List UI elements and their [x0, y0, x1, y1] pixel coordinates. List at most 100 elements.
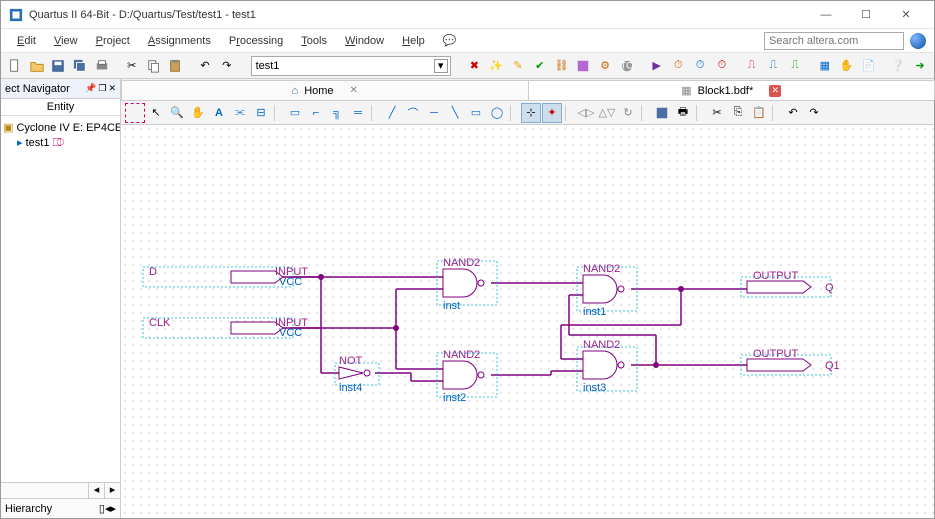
- tool-wand-icon[interactable]: ✨: [486, 56, 506, 76]
- cut-icon[interactable]: ✂: [122, 56, 142, 76]
- scroll-right-icon[interactable]: ▸: [104, 483, 120, 498]
- help-icon[interactable]: 💬: [435, 32, 465, 49]
- bus-icon[interactable]: ╗: [327, 103, 347, 123]
- footer-icons[interactable]: ▯◂▸: [99, 502, 116, 515]
- paste-icon[interactable]: [165, 56, 185, 76]
- tool-hand-icon[interactable]: ✋: [837, 56, 857, 76]
- menu-view[interactable]: View: [46, 33, 86, 49]
- oval-icon[interactable]: ◯: [487, 103, 507, 123]
- menu-assignments[interactable]: Assignments: [140, 33, 219, 49]
- globe-icon[interactable]: [910, 33, 926, 49]
- symbol-icon[interactable]: ⫘: [230, 103, 250, 123]
- save-icon[interactable]: [49, 56, 69, 76]
- svg-text:NAND2: NAND2: [443, 257, 480, 269]
- open-file-icon[interactable]: [27, 56, 47, 76]
- arc-icon[interactable]: ⌒: [403, 103, 423, 123]
- tab-home-close-icon[interactable]: ✕: [350, 85, 358, 96]
- flip-h-icon[interactable]: ◁▷: [576, 103, 596, 123]
- navigator-title: ect Navigator: [5, 83, 70, 95]
- tool-pencil-icon[interactable]: ✎: [508, 56, 528, 76]
- tab-home[interactable]: ⌂ Home ✕: [121, 80, 529, 100]
- tool-compile-icon[interactable]: [573, 56, 593, 76]
- save2-icon[interactable]: [652, 103, 672, 123]
- select-area-icon[interactable]: [125, 103, 145, 123]
- text-icon[interactable]: A: [209, 103, 229, 123]
- svg-text:NAND2: NAND2: [443, 349, 480, 361]
- paste2-icon[interactable]: 📋: [749, 103, 769, 123]
- partial-line-icon[interactable]: ✦: [542, 103, 562, 123]
- pin-icon[interactable]: 📌: [85, 83, 96, 94]
- root-entity-node[interactable]: ▸ test1 ⎄: [3, 135, 118, 151]
- pointer-icon[interactable]: ↖: [146, 103, 166, 123]
- menu-processing[interactable]: Processing: [221, 33, 291, 49]
- home-icon: ⌂: [292, 85, 299, 97]
- svg-text:inst3: inst3: [583, 382, 606, 394]
- copy-icon[interactable]: [144, 56, 164, 76]
- menu-help[interactable]: Help: [394, 33, 433, 49]
- pan-icon[interactable]: ✋: [188, 103, 208, 123]
- tool-help-icon[interactable]: ❔: [888, 56, 908, 76]
- wire-icon[interactable]: ⌐: [306, 103, 326, 123]
- device-node[interactable]: ▣ Cyclone IV E: EP4CE30F: [3, 120, 118, 135]
- svg-text:VCC: VCC: [279, 327, 302, 339]
- dock-icon[interactable]: ❐: [98, 83, 106, 94]
- undo2-icon[interactable]: ↶: [783, 103, 803, 123]
- print-icon[interactable]: [92, 56, 112, 76]
- tool-check-icon[interactable]: ✔: [530, 56, 550, 76]
- copy2-icon[interactable]: ⎘: [728, 103, 748, 123]
- rubber-band-icon[interactable]: ⊹: [521, 103, 541, 123]
- zoom-icon[interactable]: 🔍: [167, 103, 187, 123]
- editor-area: ⌂ Home ✕ ▦ Block1.bdf* ✕ ↖ 🔍 ✋ A ⫘ ⊟ ▭ ⌐…: [121, 79, 934, 518]
- scroll-left-icon[interactable]: ◂: [88, 483, 104, 498]
- rotate-icon[interactable]: ↻: [618, 103, 638, 123]
- diag-wire-icon[interactable]: ╱: [382, 103, 402, 123]
- close-button[interactable]: ✕: [886, 2, 926, 28]
- menu-edit[interactable]: Edit: [9, 33, 44, 49]
- tool-clock1-icon[interactable]: ⏱: [668, 56, 688, 76]
- block-icon[interactable]: ▭: [285, 103, 305, 123]
- undo-icon[interactable]: ↶: [195, 56, 215, 76]
- redo2-icon[interactable]: ↷: [804, 103, 824, 123]
- tool-cross-icon[interactable]: ✖: [465, 56, 485, 76]
- tool-doc-icon[interactable]: 📄: [859, 56, 879, 76]
- pin-icon[interactable]: ⊟: [251, 103, 271, 123]
- line-icon[interactable]: ─: [424, 103, 444, 123]
- schematic-canvas[interactable]: D INPUT VCC CLK INPUT VCC: [121, 125, 934, 518]
- tab-block1-close-icon[interactable]: ✕: [769, 85, 781, 97]
- redo-icon[interactable]: ↷: [217, 56, 237, 76]
- tool-signal3-icon[interactable]: ⎍: [785, 56, 805, 76]
- panel-close-icon[interactable]: ✕: [108, 83, 116, 94]
- project-combo[interactable]: test1 ▾: [251, 56, 451, 76]
- tool-chip-icon[interactable]: ▦: [815, 56, 835, 76]
- menu-window[interactable]: Window: [337, 33, 392, 49]
- tool-play-icon[interactable]: ▶: [647, 56, 667, 76]
- save-all-icon[interactable]: [70, 56, 90, 76]
- search-input[interactable]: [764, 32, 904, 50]
- tool-stop-icon[interactable]: STOP: [617, 56, 637, 76]
- entity-header: Entity: [1, 99, 120, 116]
- bdf-icon: ▦: [681, 84, 691, 97]
- tool-signal2-icon[interactable]: ⎍: [764, 56, 784, 76]
- tool-signal1-icon[interactable]: ⎍: [742, 56, 762, 76]
- hierarchy-tab[interactable]: Hierarchy: [5, 503, 52, 515]
- tool-clock3-icon[interactable]: ⏱: [712, 56, 732, 76]
- new-file-icon[interactable]: [5, 56, 25, 76]
- minimize-button[interactable]: —: [806, 2, 846, 28]
- tool-arrow-icon[interactable]: ➜: [910, 56, 930, 76]
- conduit-icon[interactable]: ═: [348, 103, 368, 123]
- tab-block1[interactable]: ▦ Block1.bdf* ✕: [528, 80, 935, 100]
- entity-tree[interactable]: ▣ Cyclone IV E: EP4CE30F ▸ test1 ⎄: [1, 116, 120, 482]
- line2-icon[interactable]: ╲: [445, 103, 465, 123]
- tool-link-icon[interactable]: ⛓: [552, 56, 572, 76]
- rect-icon[interactable]: ▭: [466, 103, 486, 123]
- combo-arrow-icon[interactable]: ▾: [434, 59, 448, 73]
- cut2-icon[interactable]: ✂: [707, 103, 727, 123]
- svg-text:NOT: NOT: [339, 355, 363, 367]
- tool-clock2-icon[interactable]: ⏱: [690, 56, 710, 76]
- menu-tools[interactable]: Tools: [293, 33, 335, 49]
- print2-icon[interactable]: 🖶: [673, 103, 693, 123]
- menu-project[interactable]: Project: [88, 33, 138, 49]
- maximize-button[interactable]: ☐: [846, 2, 886, 28]
- flip-v-icon[interactable]: △▽: [597, 103, 617, 123]
- tool-gear-icon[interactable]: ⚙: [595, 56, 615, 76]
